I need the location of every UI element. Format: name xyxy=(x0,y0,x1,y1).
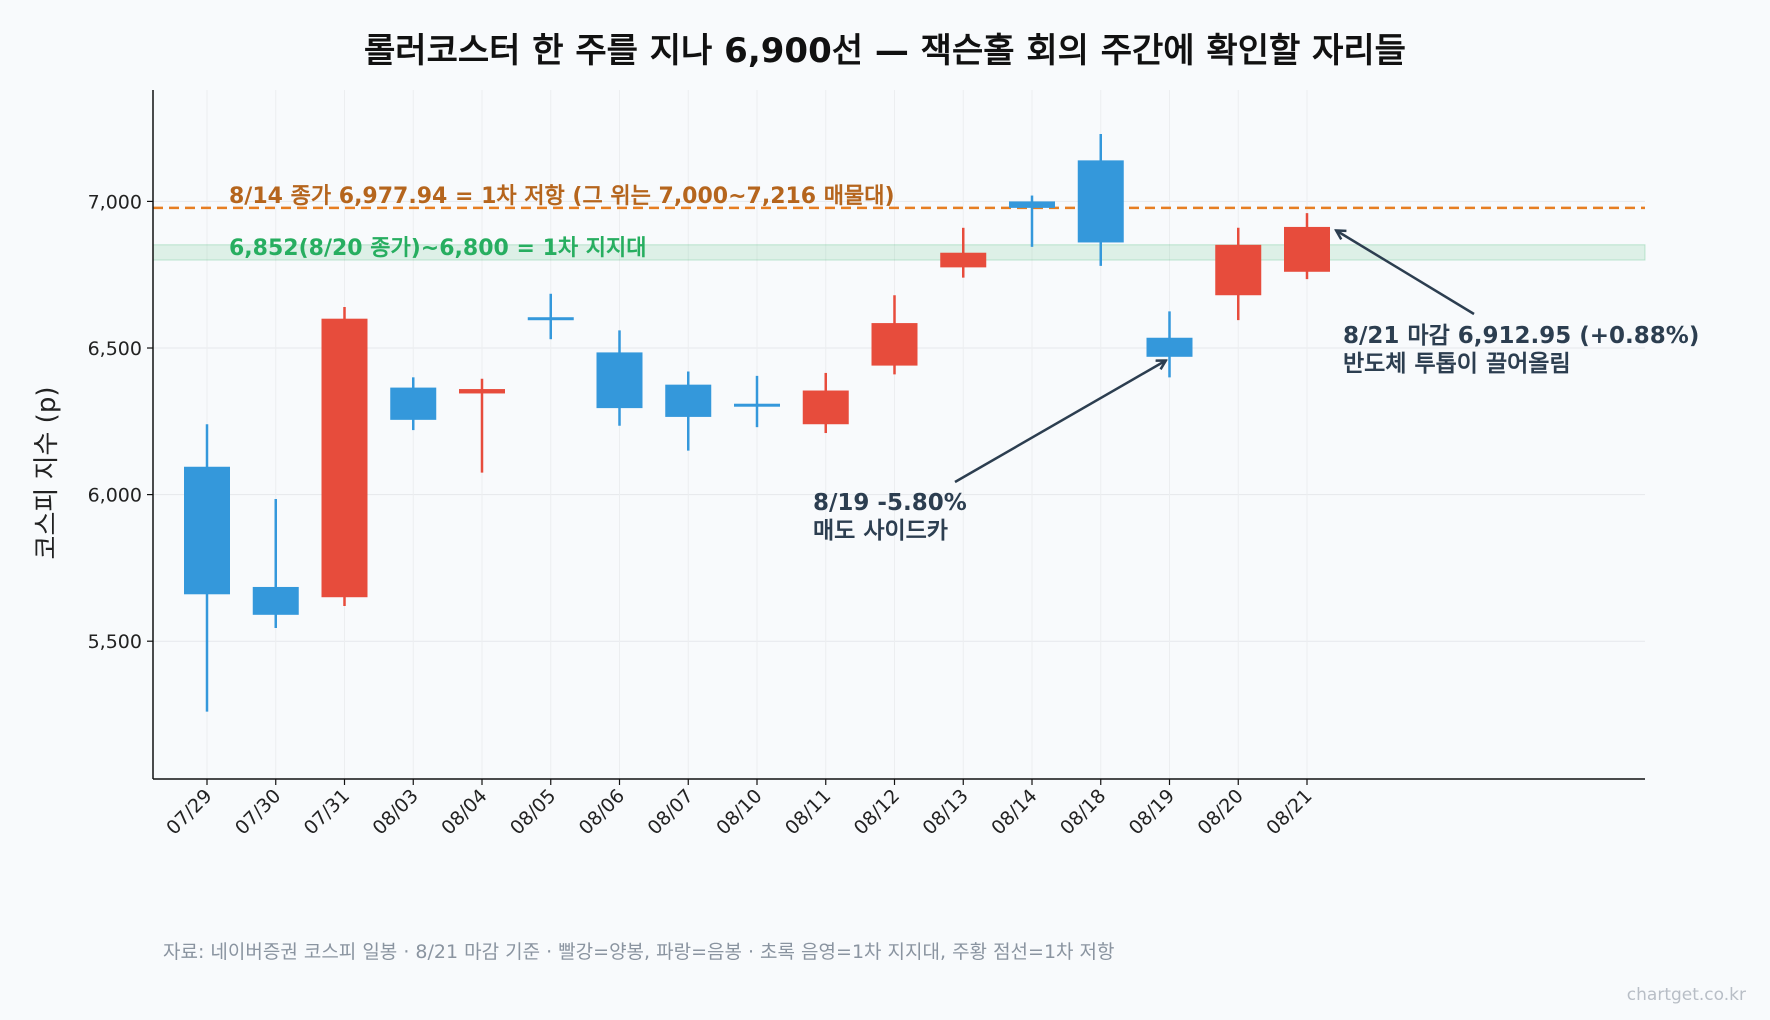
candle-07-30 xyxy=(252,499,299,629)
x-tick-label: 08/10 xyxy=(712,785,766,839)
x-tick-label: 07/31 xyxy=(300,785,354,839)
y-tick-label: 6,500 xyxy=(88,338,142,360)
candle-08-19 xyxy=(1146,311,1193,378)
y-axis-label: 코스피 지수 (p) xyxy=(32,387,62,560)
x-tick-label: 08/18 xyxy=(1056,785,1110,839)
candle-08-12 xyxy=(871,295,918,375)
candle-08-06 xyxy=(596,330,643,426)
candle-body xyxy=(390,387,437,420)
x-tick-label: 08/13 xyxy=(919,785,973,839)
x-tick-label: 08/19 xyxy=(1125,785,1179,839)
candle-body xyxy=(459,389,505,394)
y-tick-label: 7,000 xyxy=(88,191,142,213)
candle-07-31 xyxy=(321,306,368,607)
candle-08-04 xyxy=(459,378,505,473)
candle-08-14 xyxy=(1009,195,1055,247)
candle-08-13 xyxy=(940,227,987,278)
annotation-text: 반도체 투톱이 끌어올림 xyxy=(1343,351,1571,377)
x-tick-label: 08/12 xyxy=(850,785,904,839)
candle-08-05 xyxy=(527,293,574,340)
candle-body xyxy=(734,403,780,407)
candle-08-21 xyxy=(1284,213,1330,280)
x-tick-label: 08/11 xyxy=(781,785,835,839)
x-tick-label: 08/07 xyxy=(644,785,698,839)
x-tick-label: 08/06 xyxy=(575,785,629,839)
x-tick-label: 08/14 xyxy=(987,785,1041,839)
resistance-label: 8/14 종가 6,977.94 = 1차 저항 (그 위는 7,000~7,2… xyxy=(229,184,895,209)
candle-08-18 xyxy=(1077,133,1124,266)
candle-body xyxy=(1215,244,1262,296)
x-tick-label: 08/21 xyxy=(1262,785,1316,839)
x-tick-label: 08/04 xyxy=(437,785,491,839)
candle-body xyxy=(252,586,299,615)
candle-body xyxy=(940,252,987,268)
candle-body xyxy=(321,318,368,598)
candle-08-03 xyxy=(390,377,437,431)
support-label: 6,852(8/20 종가)~6,800 = 1차 지지대 xyxy=(229,236,647,261)
x-tick-labels: 07/29 07/30 07/31 08/03 08/04 08/05 08/06 08/07… xyxy=(162,779,1317,839)
annotation-text: 8/19 -5.80% xyxy=(813,490,967,516)
x-tick-label: 08/05 xyxy=(506,785,560,839)
candle-08-10 xyxy=(734,375,780,428)
candle-body xyxy=(1077,160,1124,243)
candle-body xyxy=(1146,337,1193,357)
x-tick-label: 07/29 xyxy=(162,785,216,839)
candles xyxy=(184,133,1330,712)
x-tick-label: 07/30 xyxy=(231,785,285,839)
annotation-text: 매도 사이드카 xyxy=(813,518,948,544)
y-tick-label: 5,500 xyxy=(88,631,142,653)
candle-08-20 xyxy=(1215,227,1262,321)
annotation-arrow xyxy=(1337,231,1475,316)
candle-body xyxy=(1284,226,1330,272)
x-tick-label: 08/20 xyxy=(1194,785,1248,839)
annotation-arrow xyxy=(954,361,1165,484)
y-tick-label: 6,000 xyxy=(88,485,142,507)
gridlines xyxy=(153,90,1645,779)
candle-08-11 xyxy=(802,372,849,434)
x-tick-label: 08/03 xyxy=(369,785,423,839)
footer-source: 자료: 네이버증권 코스피 일봉 · 8/21 마감 기준 · 빨강=양봉, 파… xyxy=(163,941,1115,963)
annotation-text: 8/21 마감 6,912.95 (+0.88%) xyxy=(1343,323,1699,349)
candle-body xyxy=(596,352,643,409)
candle-08-07 xyxy=(665,371,712,451)
candle-body xyxy=(871,323,918,366)
chart-title: 롤러코스터 한 주를 지나 6,900선 — 잭슨홀 회의 주간에 확인할 자리… xyxy=(364,31,1406,71)
annotations: 8/19 -5.80%매도 사이드카 8/21 마감 6,912.95 (+0.8… xyxy=(813,231,1699,544)
watermark: chartget.co.kr xyxy=(1627,985,1746,1005)
y-tick-labels: 5,500 6,000 6,500 7,000 xyxy=(88,191,153,653)
candle-body xyxy=(665,384,712,417)
axes xyxy=(152,90,1645,780)
candle-body xyxy=(184,466,230,595)
candle-body xyxy=(1009,201,1055,208)
candle-body xyxy=(802,390,849,425)
candle-body xyxy=(527,317,574,321)
candle-07-29 xyxy=(184,424,230,712)
